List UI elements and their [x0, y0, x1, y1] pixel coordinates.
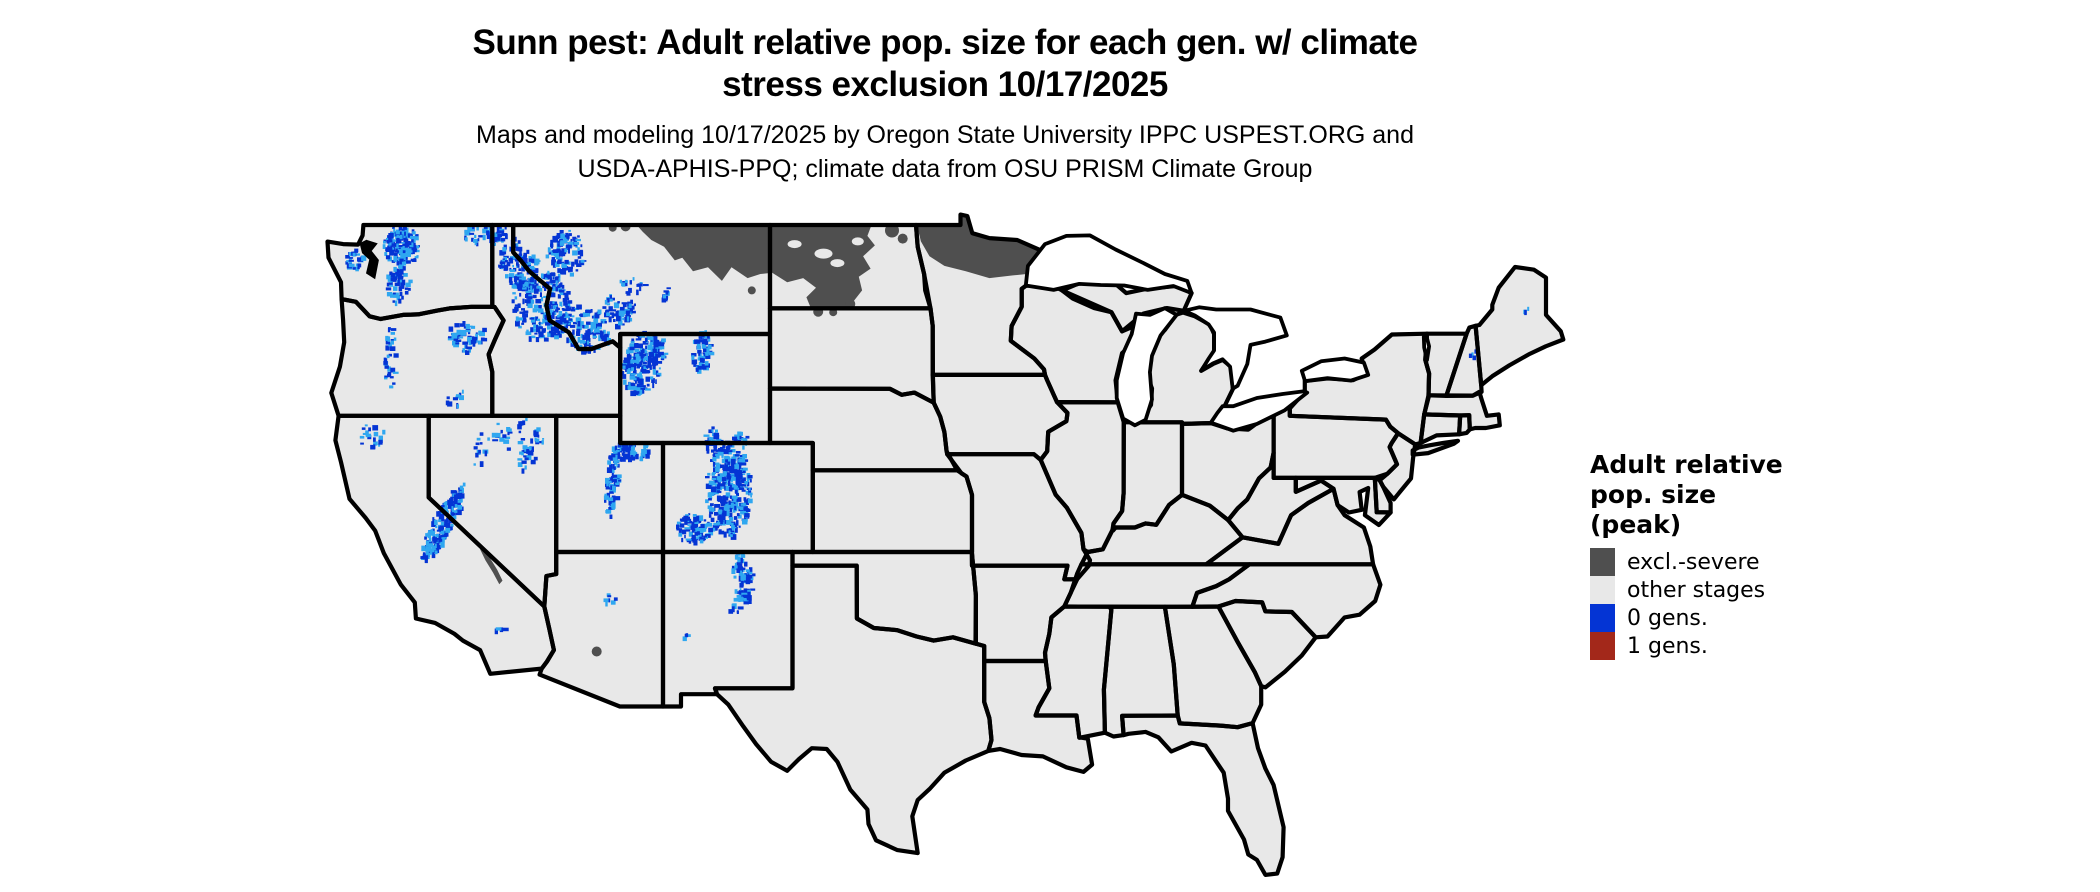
legend-entry-one-gens: 1 gens. [1590, 632, 1783, 660]
map-legend: Adult relative pop. size (peak) excl.-se… [1590, 450, 1783, 660]
legend-label-excl-severe: excl.-severe [1627, 549, 1760, 575]
lake-superior [1023, 233, 1194, 295]
figure-title-line2: stress exclusion 10/17/2025 [722, 65, 1168, 104]
legend-title: Adult relative pop. size (peak) [1590, 450, 1783, 540]
legend-entry-zero-gens: 0 gens. [1590, 604, 1783, 632]
figure-title: Sunn pest: Adult relative pop. size for … [345, 22, 1545, 106]
figure-subtitle: Maps and modeling 10/17/2025 by Oregon S… [345, 118, 1545, 186]
legend-title-line2: pop. size [1590, 480, 1717, 509]
legend-entries: excl.-severe other stages 0 gens. 1 gens. [1590, 548, 1783, 660]
figure-subtitle-line2: USDA-APHIS-PPQ; climate data from OSU PR… [577, 155, 1313, 183]
lake-huron [1182, 305, 1289, 391]
figure-subtitle-line1: Maps and modeling 10/17/2025 by Oregon S… [476, 121, 1414, 149]
lakes-layer [1023, 233, 1431, 433]
legend-swatch-other-stages [1590, 576, 1615, 604]
legend-swatch-excl-severe [1590, 548, 1615, 576]
legend-label-other-stages: other stages [1627, 577, 1766, 603]
legend-swatch-one-gens [1590, 632, 1615, 660]
figure-title-line1: Sunn pest: Adult relative pop. size for … [472, 23, 1418, 62]
legend-label-one-gens: 1 gens. [1627, 633, 1708, 659]
states-fill-layer [327, 214, 1564, 875]
lake-michigan [1114, 306, 1179, 428]
lake-champlain [1421, 332, 1431, 362]
legend-entry-other-stages: other stages [1590, 576, 1783, 604]
lake-ontario [1299, 356, 1371, 383]
legend-entry-excl-severe: excl.-severe [1590, 548, 1783, 576]
puget-sound-shape [359, 239, 379, 280]
legend-title-line3: (peak) [1590, 510, 1682, 539]
legend-label-zero-gens: 0 gens. [1627, 605, 1708, 631]
state-borders-layer [325, 212, 1566, 877]
lake-erie [1209, 389, 1310, 433]
legend-title-line1: Adult relative [1590, 450, 1783, 479]
legend-swatch-zero-gens [1590, 604, 1615, 632]
